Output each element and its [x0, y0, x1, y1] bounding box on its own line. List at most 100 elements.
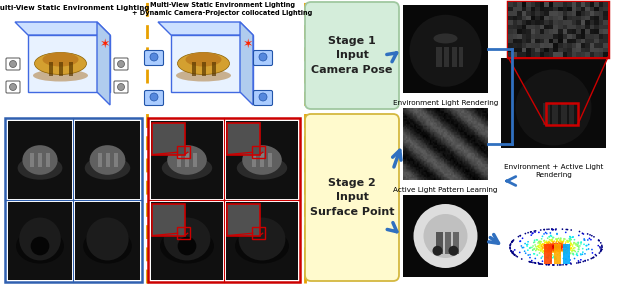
Point: [550, 245, 561, 250]
Point: [543, 262, 554, 267]
Point: [536, 262, 547, 266]
Point: [556, 245, 566, 250]
Point: [564, 254, 574, 259]
Bar: [227, 123, 260, 154]
Point: [542, 250, 552, 255]
Point: [542, 227, 552, 232]
Point: [515, 250, 525, 255]
Point: [572, 243, 582, 247]
Point: [572, 252, 582, 257]
Point: [556, 246, 566, 250]
Circle shape: [10, 60, 17, 68]
Point: [566, 261, 576, 266]
Point: [549, 245, 559, 249]
Point: [551, 245, 561, 250]
Point: [550, 248, 560, 253]
Point: [547, 249, 557, 254]
Point: [566, 246, 576, 251]
Ellipse shape: [186, 53, 221, 66]
Point: [591, 253, 602, 258]
Point: [549, 249, 559, 253]
Point: [568, 251, 579, 256]
Point: [564, 250, 575, 255]
Point: [558, 249, 568, 254]
Point: [539, 232, 549, 236]
Point: [541, 248, 551, 253]
Point: [551, 245, 561, 249]
Point: [564, 245, 575, 249]
Point: [543, 243, 553, 248]
FancyBboxPatch shape: [114, 81, 128, 93]
Point: [549, 248, 559, 252]
Point: [536, 239, 546, 244]
Point: [547, 243, 557, 247]
Point: [548, 244, 559, 249]
Point: [520, 231, 531, 236]
Point: [549, 246, 559, 250]
Point: [507, 250, 517, 254]
Point: [549, 243, 559, 248]
Point: [559, 252, 569, 257]
Point: [555, 244, 565, 249]
Point: [534, 230, 544, 235]
Point: [523, 239, 533, 244]
Point: [541, 231, 552, 236]
Point: [556, 244, 566, 248]
Point: [540, 246, 550, 251]
Point: [553, 247, 563, 251]
Circle shape: [118, 60, 125, 68]
Point: [538, 245, 548, 249]
Point: [582, 238, 593, 242]
Point: [531, 244, 541, 249]
Point: [541, 246, 552, 250]
Point: [509, 252, 519, 257]
Point: [558, 243, 568, 248]
Bar: [38, 153, 42, 167]
Point: [549, 243, 559, 248]
Point: [593, 238, 604, 243]
Polygon shape: [158, 22, 253, 35]
Point: [552, 246, 563, 250]
Point: [506, 240, 516, 245]
Point: [554, 240, 564, 245]
Point: [545, 241, 556, 246]
Point: [543, 248, 554, 252]
Point: [541, 243, 551, 247]
Point: [552, 245, 562, 249]
Point: [556, 242, 566, 247]
Bar: [545, 103, 577, 125]
Point: [556, 248, 566, 252]
Point: [552, 242, 563, 247]
Point: [548, 247, 558, 252]
Point: [551, 246, 561, 251]
Point: [573, 260, 584, 265]
Point: [562, 250, 572, 254]
Point: [589, 255, 599, 260]
Point: [547, 248, 557, 252]
FancyBboxPatch shape: [253, 51, 273, 66]
Point: [552, 244, 563, 248]
Point: [548, 246, 559, 250]
Point: [563, 227, 573, 232]
Point: [554, 241, 564, 245]
Point: [541, 249, 552, 254]
Point: [543, 246, 554, 251]
Point: [535, 246, 545, 250]
Point: [550, 244, 560, 248]
Point: [536, 249, 546, 253]
Point: [548, 245, 559, 250]
Bar: [252, 153, 256, 167]
Point: [545, 237, 555, 242]
Point: [534, 243, 545, 247]
Point: [550, 245, 560, 250]
Point: [551, 245, 561, 249]
Point: [546, 245, 556, 250]
Point: [588, 255, 598, 260]
Point: [541, 239, 552, 243]
Bar: [151, 202, 223, 280]
Point: [550, 246, 561, 250]
Point: [551, 241, 561, 245]
Point: [571, 243, 581, 247]
Point: [515, 233, 525, 238]
Point: [557, 241, 567, 246]
